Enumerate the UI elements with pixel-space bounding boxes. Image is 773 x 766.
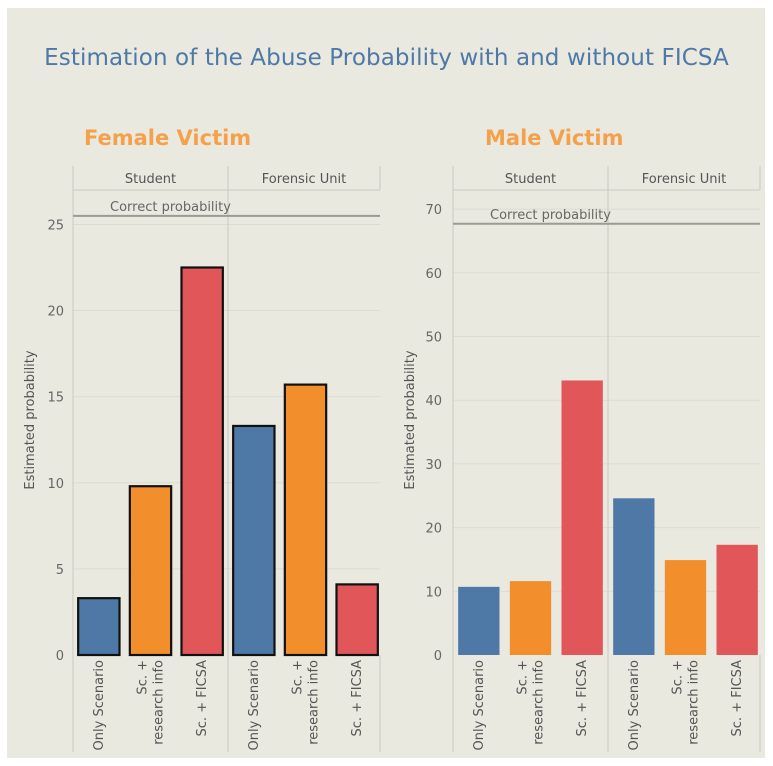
- female-bar: [128, 485, 173, 657]
- male-group-header: Student: [505, 172, 556, 187]
- male-bar: [716, 544, 758, 655]
- male-ytick-label: 10: [425, 585, 442, 600]
- female-bar: [283, 383, 328, 657]
- female-ytick-label: 0: [56, 649, 64, 664]
- female-group-header: Student: [125, 172, 176, 187]
- female-bar: [77, 597, 121, 657]
- male-ytick-label: 70: [425, 203, 442, 218]
- female-ytick-label: 5: [56, 563, 64, 578]
- female-victim-title: Female Victim: [84, 126, 252, 150]
- female-category-label: Sc. + FICSA: [350, 660, 365, 737]
- male-chart: Student Forensic Unit 0 10 20 30 40 50 60 70 Estim…: [403, 166, 761, 752]
- male-category-label: Only Scenario: [627, 660, 642, 750]
- dashboard-title: Estimation of the Abuse Probability with…: [44, 45, 729, 71]
- male-category-label: Sc. + FICSA: [730, 660, 745, 737]
- female-bar: [232, 424, 276, 657]
- male-ytick-label: 20: [425, 522, 442, 537]
- female-category-label: Only Scenario: [247, 660, 262, 750]
- female-category-label: Only Scenario: [92, 660, 107, 750]
- female-bar: [335, 583, 379, 657]
- female-bar: [180, 266, 224, 657]
- male-victim-title: Male Victim: [485, 126, 624, 150]
- male-ytick-label: 30: [425, 458, 442, 473]
- female-category-label: Sc. +research info: [136, 660, 167, 745]
- female-reference-label: Correct probability: [110, 200, 231, 215]
- male-bar: [458, 586, 500, 655]
- female-ytick-label: 20: [47, 305, 64, 320]
- male-reference-label: Correct probability: [490, 208, 611, 223]
- male-group-header: Forensic Unit: [642, 172, 726, 187]
- male-bar: [613, 498, 655, 655]
- female-ytick-label: 10: [47, 477, 64, 492]
- male-category-label: Sc. + FICSA: [575, 660, 590, 737]
- female-group-header: Forensic Unit: [262, 172, 346, 187]
- male-bar: [664, 560, 707, 655]
- female-category-label: Sc. + FICSA: [195, 660, 210, 737]
- male-ytick-label: 40: [425, 394, 442, 409]
- male-ytick-label: 50: [425, 331, 442, 346]
- male-ylabel: Estimated probability: [403, 350, 418, 489]
- female-ylabel: Estimated probability: [23, 350, 38, 489]
- male-bar: [561, 380, 603, 655]
- female-category-label: Sc. +research info: [291, 660, 322, 745]
- male-category-label: Sc. +research info: [516, 660, 547, 745]
- male-category-label: Only Scenario: [472, 660, 487, 750]
- female-chart: Student Forensic Unit 0 5 10 15 20 25 Estimated …: [23, 166, 381, 752]
- female-ytick-label: 25: [47, 218, 64, 233]
- male-category-label: Sc. +research info: [671, 660, 702, 745]
- female-ytick-label: 15: [47, 391, 64, 406]
- male-bar: [509, 581, 552, 655]
- male-ytick-label: 60: [425, 267, 442, 282]
- male-ytick-label: 0: [434, 649, 442, 664]
